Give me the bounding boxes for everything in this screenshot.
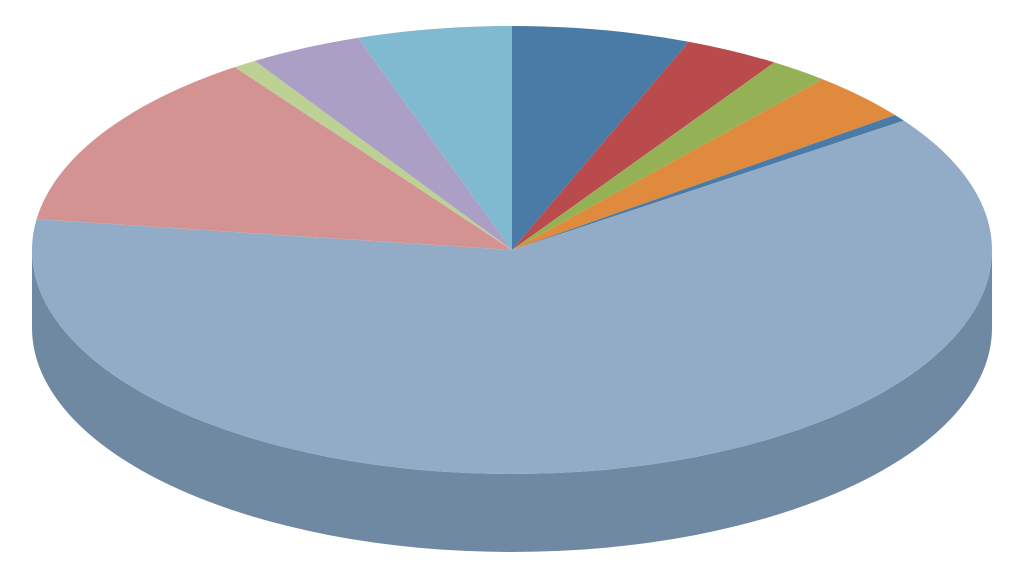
pie-chart-svg [0, 0, 1024, 587]
pie-chart-3d [0, 0, 1024, 587]
pie-top-faces [32, 26, 992, 474]
